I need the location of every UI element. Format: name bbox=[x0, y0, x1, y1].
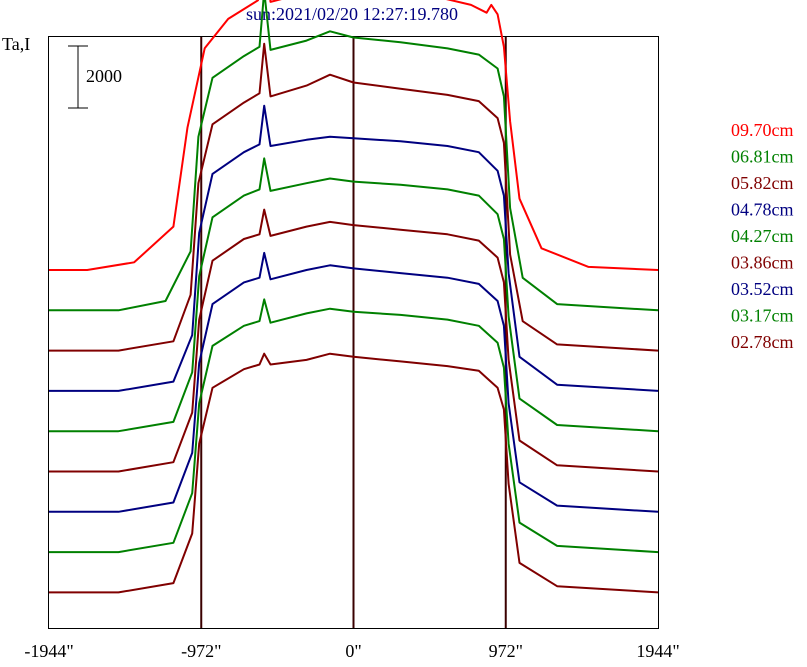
x-tick-label: 972" bbox=[489, 641, 523, 661]
legend-item-04.27cm: 04.27cm bbox=[731, 226, 794, 246]
series-line-09.70cm bbox=[49, 0, 659, 271]
scale-bar: 2000 bbox=[68, 45, 122, 109]
series-group bbox=[49, 0, 659, 594]
legend-item-02.78cm: 02.78cm bbox=[731, 332, 794, 352]
legend-item-03.17cm: 03.17cm bbox=[731, 306, 794, 326]
legend-item-09.70cm: 09.70cm bbox=[731, 120, 794, 140]
series-line-04.78cm bbox=[49, 104, 659, 392]
legend: 09.70cm 06.81cm 05.82cm 04.78cm 04.27cm 03.86… bbox=[731, 120, 794, 352]
series-line-03.86cm bbox=[49, 208, 659, 473]
series-line-03.52cm bbox=[49, 251, 659, 513]
legend-item-03.52cm: 03.52cm bbox=[731, 279, 794, 299]
scale-bar-label: 2000 bbox=[86, 66, 122, 86]
series-line-06.81cm bbox=[49, 0, 659, 312]
x-tick-labels: -1944" -972" 0" 972" 1944" bbox=[24, 641, 679, 661]
y-axis-label: Ta,I bbox=[2, 34, 30, 54]
chart-title: sun:2021/02/20 12:27:19.780 bbox=[246, 4, 458, 24]
legend-item-06.81cm: 06.81cm bbox=[731, 147, 794, 167]
legend-item-04.78cm: 04.78cm bbox=[731, 200, 794, 220]
legend-item-05.82cm: 05.82cm bbox=[731, 173, 794, 193]
series-line-05.82cm bbox=[49, 42, 659, 352]
x-tick-label: 1944" bbox=[636, 641, 679, 661]
x-tick-label: 0" bbox=[345, 641, 361, 661]
x-tick-label: -1944" bbox=[24, 641, 73, 661]
series-line-04.27cm bbox=[49, 157, 659, 433]
legend-item-03.86cm: 03.86cm bbox=[731, 253, 794, 273]
series-line-03.17cm bbox=[49, 298, 659, 554]
vertical-lines bbox=[200, 37, 507, 628]
x-tick-label: -972" bbox=[181, 641, 221, 661]
series-line-02.78cm bbox=[49, 352, 659, 594]
